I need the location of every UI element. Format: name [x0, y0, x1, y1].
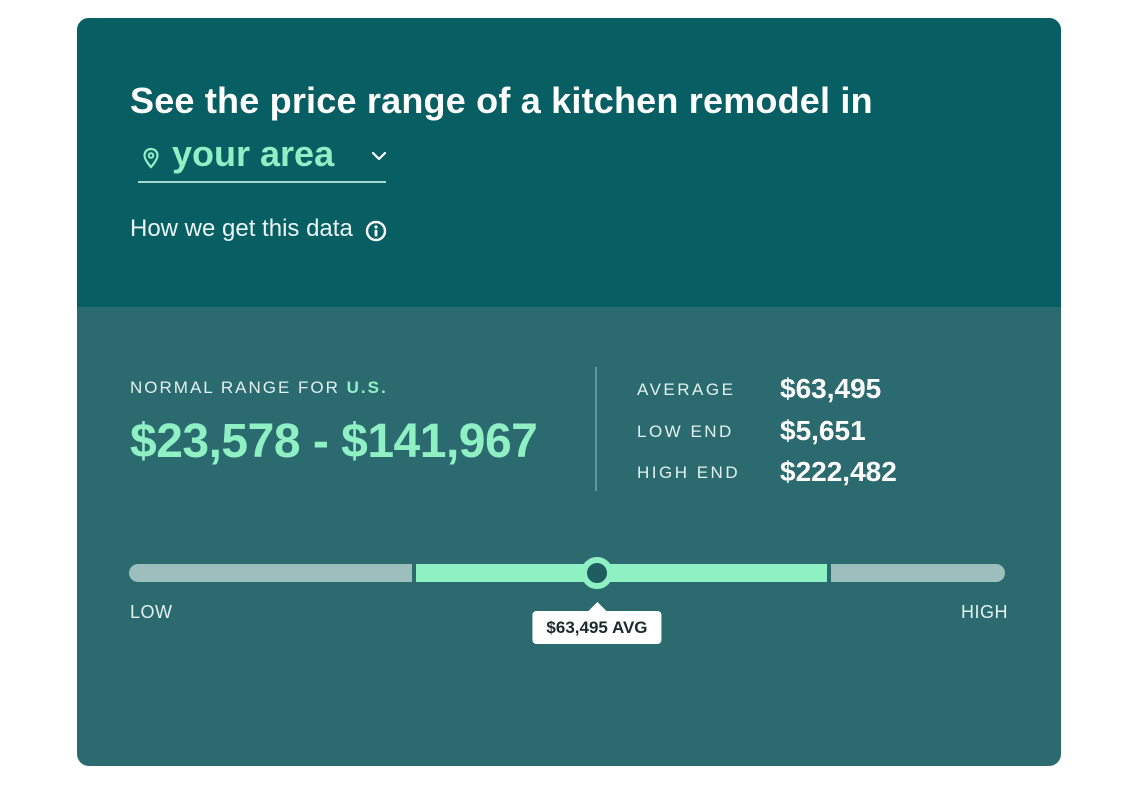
location-label: your area	[172, 133, 335, 174]
slider-low-segment	[129, 564, 413, 582]
map-pin-icon	[143, 147, 159, 169]
chevron-down-icon	[371, 151, 387, 161]
low-end-value: $5,651	[780, 415, 866, 446]
normal-range-value: $23,578 - $141,967	[130, 415, 538, 468]
average-marker[interactable]	[580, 557, 613, 589]
average-value: $63,495	[780, 373, 882, 404]
average-tooltip: $63,495 AVG	[532, 602, 662, 644]
high-end-value: $222,482	[780, 456, 897, 487]
high-end-label: HIGH END	[637, 463, 741, 482]
slider-high-label: HIGH	[961, 602, 1008, 622]
headline: See the price range of a kitchen remodel…	[130, 80, 873, 121]
low-end-label: LOW END	[637, 422, 734, 441]
header-section: See the price range of a kitchen remodel…	[77, 18, 1061, 307]
stats-divider	[595, 367, 597, 491]
price-range-slider	[129, 557, 1005, 589]
slider-low-label: LOW	[130, 602, 173, 622]
price-range-card: See the price range of a kitchen remodel…	[77, 18, 1061, 766]
normal-range-prefix: NORMAL RANGE FOR	[130, 378, 340, 397]
average-label: AVERAGE	[637, 380, 736, 399]
normal-range-label: NORMAL RANGE FOR U.S.	[130, 378, 388, 398]
slider-normal-range-segment	[416, 564, 827, 582]
info-icon	[365, 220, 386, 242]
normal-range-location: U.S.	[346, 378, 388, 397]
slider-high-segment	[830, 564, 1005, 582]
how-we-get-data-link[interactable]: How we get this data	[130, 214, 387, 244]
location-selector[interactable]: your area	[138, 131, 387, 183]
how-we-get-data-label: How we get this data	[130, 215, 353, 242]
